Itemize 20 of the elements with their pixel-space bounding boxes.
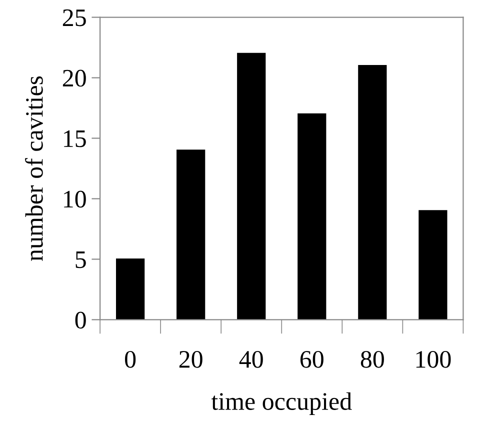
y-tick-label: 20 — [62, 70, 86, 87]
y-tick-label: 10 — [64, 190, 86, 208]
bar — [298, 113, 326, 320]
bar — [176, 150, 206, 320]
x-tick-label: 60 — [300, 350, 324, 368]
x-tick-label: 20 — [179, 350, 202, 368]
x-tick-label: 0 — [125, 350, 136, 368]
x-tick-label: 40 — [239, 350, 263, 368]
bar — [358, 64, 387, 320]
y-tick-label: 5 — [76, 252, 86, 268]
x-axis-title: time occupied — [211, 392, 352, 416]
y-tick-label: 0 — [75, 312, 86, 329]
bar — [418, 210, 448, 320]
y-tick-label: 25 — [62, 9, 86, 26]
y-axis-title: number of cavities — [25, 76, 43, 261]
x-tick-label: 100 — [416, 350, 451, 368]
x-tick-label: 80 — [360, 350, 384, 368]
y-tick-label: 15 — [64, 130, 86, 148]
bar — [116, 258, 145, 320]
bar — [237, 52, 266, 320]
